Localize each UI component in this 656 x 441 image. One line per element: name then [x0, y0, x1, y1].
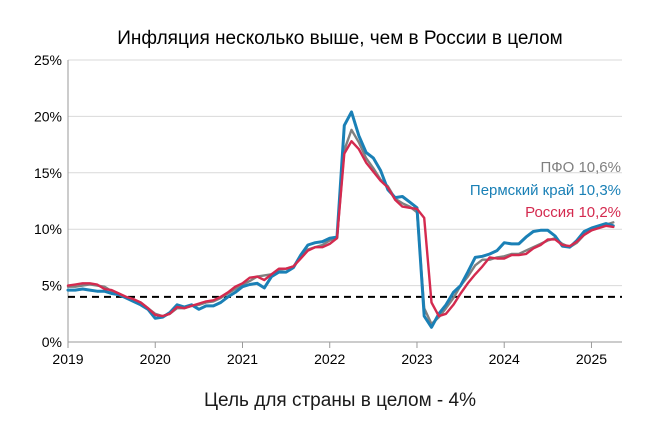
x-tick-label: 2023 [401, 351, 432, 367]
x-tick-label: 2021 [227, 351, 258, 367]
x-tick-label: 2019 [52, 351, 83, 367]
legend-label-2: Пермский край 10,3% [470, 182, 621, 199]
x-axis-ticks: 2019 2020 2021 2022 2023 2024 2025 [52, 342, 607, 367]
y-axis-ticks: 0% 5% 10% 15% 20% 25% [34, 52, 62, 350]
y-tick-label: 0% [42, 334, 62, 350]
y-tick-label: 20% [34, 108, 62, 124]
y-tick-label: 10% [34, 221, 62, 237]
x-tick-label: 2025 [576, 351, 607, 367]
chart-caption: Цель для страны в целом - 4% [204, 390, 476, 411]
legend-label-3: Россия 10,2% [525, 204, 621, 221]
series-line-2 [66, 110, 615, 329]
y-tick-label: 5% [42, 278, 62, 294]
series-lines [66, 110, 615, 329]
grid-lines [67, 59, 622, 343]
y-tick-label: 15% [34, 165, 62, 181]
legend-label-1: ПФО 10,6% [540, 159, 621, 176]
y-tick-label: 25% [34, 52, 62, 68]
x-tick-label: 2020 [140, 351, 171, 367]
series-line-3 [66, 140, 615, 318]
legend: ПФО 10,6% Пермский край 10,3% Россия 10,2% [470, 159, 621, 221]
x-tick-label: 2024 [489, 351, 520, 367]
chart-title: Инфляция несколько выше, чем в России в … [117, 28, 563, 49]
x-tick-label: 2022 [314, 351, 345, 367]
